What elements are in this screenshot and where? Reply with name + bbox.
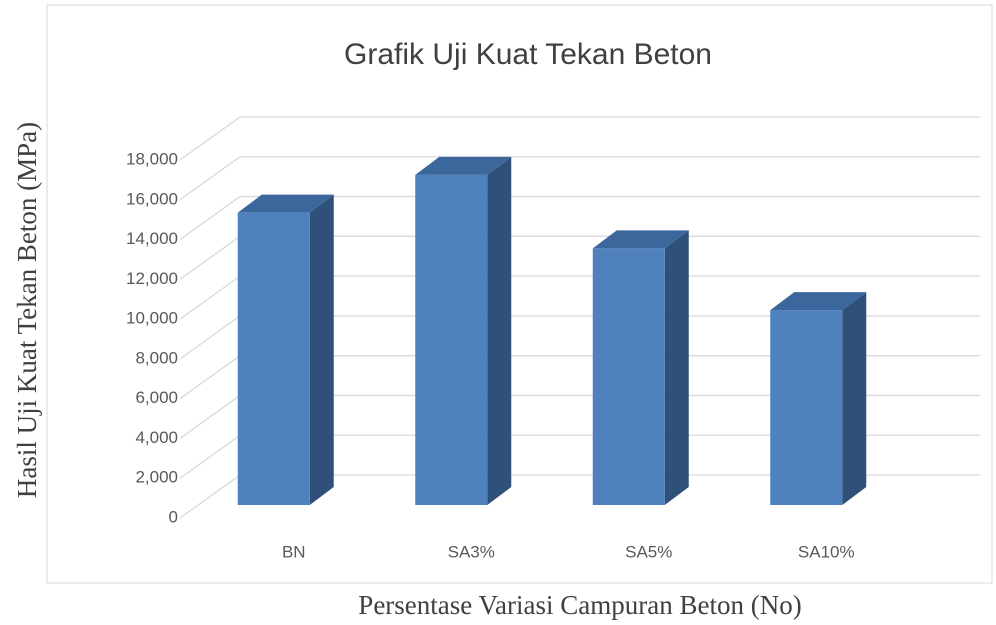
bar-side xyxy=(842,292,867,505)
y-tick-label: 18,000 xyxy=(126,149,178,168)
y-tick-label: 2,000 xyxy=(135,468,178,487)
y-axis-title: Hasil Uji Kuat Tekan Beton (MPa) xyxy=(12,122,42,498)
bar-side xyxy=(487,156,512,505)
chart-title: Grafik Uji Kuat Tekan Beton xyxy=(344,38,712,71)
x-tick-label: SA3% xyxy=(448,542,495,561)
y-tick-label: 16,000 xyxy=(126,189,178,208)
y-tick-label: 14,000 xyxy=(126,229,178,248)
y-tick-label: 10,000 xyxy=(126,309,178,328)
bar-top xyxy=(592,230,689,249)
x-tick-label: SA5% xyxy=(625,542,672,561)
y-tick-label: 8,000 xyxy=(135,348,178,367)
bar-top xyxy=(415,156,512,175)
bar-top xyxy=(237,194,334,213)
x-tick-label: SA10% xyxy=(798,542,855,561)
bar xyxy=(237,212,310,505)
grid-line xyxy=(179,116,980,161)
bar-side xyxy=(309,194,334,505)
y-tick-label: 12,000 xyxy=(126,269,178,288)
bar-side xyxy=(664,230,689,505)
y-tick-label: 4,000 xyxy=(135,428,178,447)
grid-line xyxy=(179,195,980,241)
x-axis-title: Persentase Variasi Campuran Beton (No) xyxy=(358,590,801,620)
grid-line xyxy=(179,156,980,201)
bar xyxy=(415,174,488,505)
bar xyxy=(592,248,665,505)
bar xyxy=(770,310,843,505)
x-tick-label: BN xyxy=(282,542,306,561)
y-tick-label: 0 xyxy=(169,507,178,526)
y-tick-label: 6,000 xyxy=(135,388,178,407)
bar-top xyxy=(770,292,867,311)
